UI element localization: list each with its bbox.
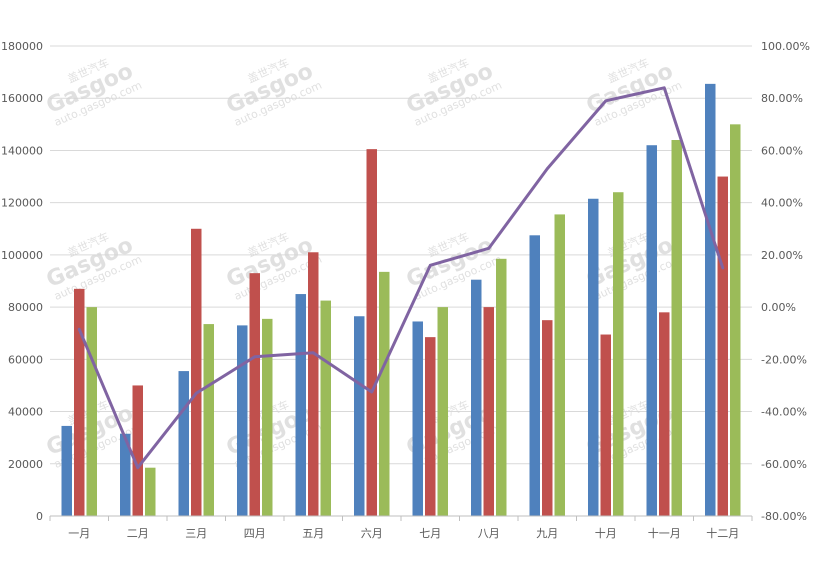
y-right-tick-label: 0.00% xyxy=(761,301,796,314)
x-tick-label: 二月 xyxy=(127,527,149,540)
bar xyxy=(86,307,97,516)
line-series xyxy=(77,86,725,470)
bar xyxy=(529,235,540,517)
bar xyxy=(262,318,273,516)
line-point xyxy=(78,328,81,331)
y-left-tick-label: 160000 xyxy=(1,92,43,105)
bar xyxy=(354,316,365,516)
x-tick-label: 三月 xyxy=(185,527,207,540)
bar xyxy=(483,307,494,516)
y-left-tick-label: 180000 xyxy=(1,40,43,53)
x-tick-label: 五月 xyxy=(302,527,324,540)
y-right-tick-label: 60.00% xyxy=(761,144,803,157)
x-tick-label: 六月 xyxy=(361,527,383,540)
line-point xyxy=(136,466,139,469)
line-point xyxy=(312,351,315,355)
bar xyxy=(588,198,599,516)
y-left-tick-label: 0 xyxy=(36,510,43,523)
bar xyxy=(132,385,143,516)
line-point xyxy=(604,99,607,103)
bar xyxy=(61,425,72,516)
bar xyxy=(237,325,248,516)
x-tick-label: 七月 xyxy=(419,527,441,540)
line-point xyxy=(253,355,256,358)
line-point xyxy=(429,264,432,267)
bar xyxy=(437,307,448,516)
y-left-tick-label: 140000 xyxy=(1,144,43,157)
y-right-tick-label: -40.00% xyxy=(761,406,807,419)
bar xyxy=(705,83,716,516)
y-right-tick-label: 40.00% xyxy=(761,197,803,210)
line-point xyxy=(663,86,666,89)
bar xyxy=(730,124,741,516)
bar xyxy=(295,294,306,516)
bar xyxy=(308,252,319,516)
bar xyxy=(203,324,214,516)
x-tick-label: 十二月 xyxy=(706,526,739,540)
y-left-tick-label: 60000 xyxy=(8,353,43,366)
x-tick-label: 十月 xyxy=(595,526,617,540)
bar xyxy=(659,312,670,516)
y-left-tick-label: 120000 xyxy=(1,197,43,210)
line-point xyxy=(546,167,549,170)
x-tick-label: 四月 xyxy=(244,527,266,540)
bar xyxy=(554,214,565,516)
bar xyxy=(178,371,189,516)
y-right-tick-label: -80.00% xyxy=(761,510,807,523)
bar xyxy=(74,288,85,516)
x-tick-label: 十一月 xyxy=(648,526,681,540)
y-right-tick-label: 80.00% xyxy=(761,92,803,105)
bar xyxy=(191,228,202,516)
bar xyxy=(613,192,624,516)
bar xyxy=(320,300,331,516)
y-left-tick-label: 20000 xyxy=(8,458,43,471)
line-point xyxy=(370,390,373,394)
bar xyxy=(412,321,423,516)
y-right-tick-label: -20.00% xyxy=(761,353,807,366)
y-left-tick-label: 80000 xyxy=(8,301,43,314)
y-right-tick-label: 100.00% xyxy=(761,40,810,53)
y-left-tick-label: 40000 xyxy=(8,406,43,419)
y-right-tick-label: -60.00% xyxy=(761,458,807,471)
bar xyxy=(496,258,507,516)
line-point xyxy=(195,392,198,395)
bar xyxy=(646,145,657,516)
line-series-path xyxy=(77,86,725,470)
bar xyxy=(145,467,156,516)
bar xyxy=(249,273,260,516)
axes: 0 20000 40000 60000 80000 100000 120000 140000 1… xyxy=(1,40,810,540)
bar xyxy=(671,140,682,516)
bars xyxy=(61,83,741,517)
bar xyxy=(379,271,390,516)
x-tick-label: 一月 xyxy=(68,527,90,540)
line-point xyxy=(487,247,490,250)
y-left-tick-label: 100000 xyxy=(1,249,43,262)
bar xyxy=(366,149,377,516)
bar xyxy=(717,176,728,517)
bar xyxy=(600,334,611,516)
bar xyxy=(542,320,553,516)
bar xyxy=(471,279,482,516)
line-point xyxy=(721,266,724,270)
bar xyxy=(425,337,436,516)
bar xyxy=(120,433,131,516)
x-tick-label: 八月 xyxy=(478,527,500,540)
gridlines xyxy=(50,45,752,465)
y-right-tick-label: 20.00% xyxy=(761,249,803,262)
x-tick-label: 九月 xyxy=(536,527,558,540)
